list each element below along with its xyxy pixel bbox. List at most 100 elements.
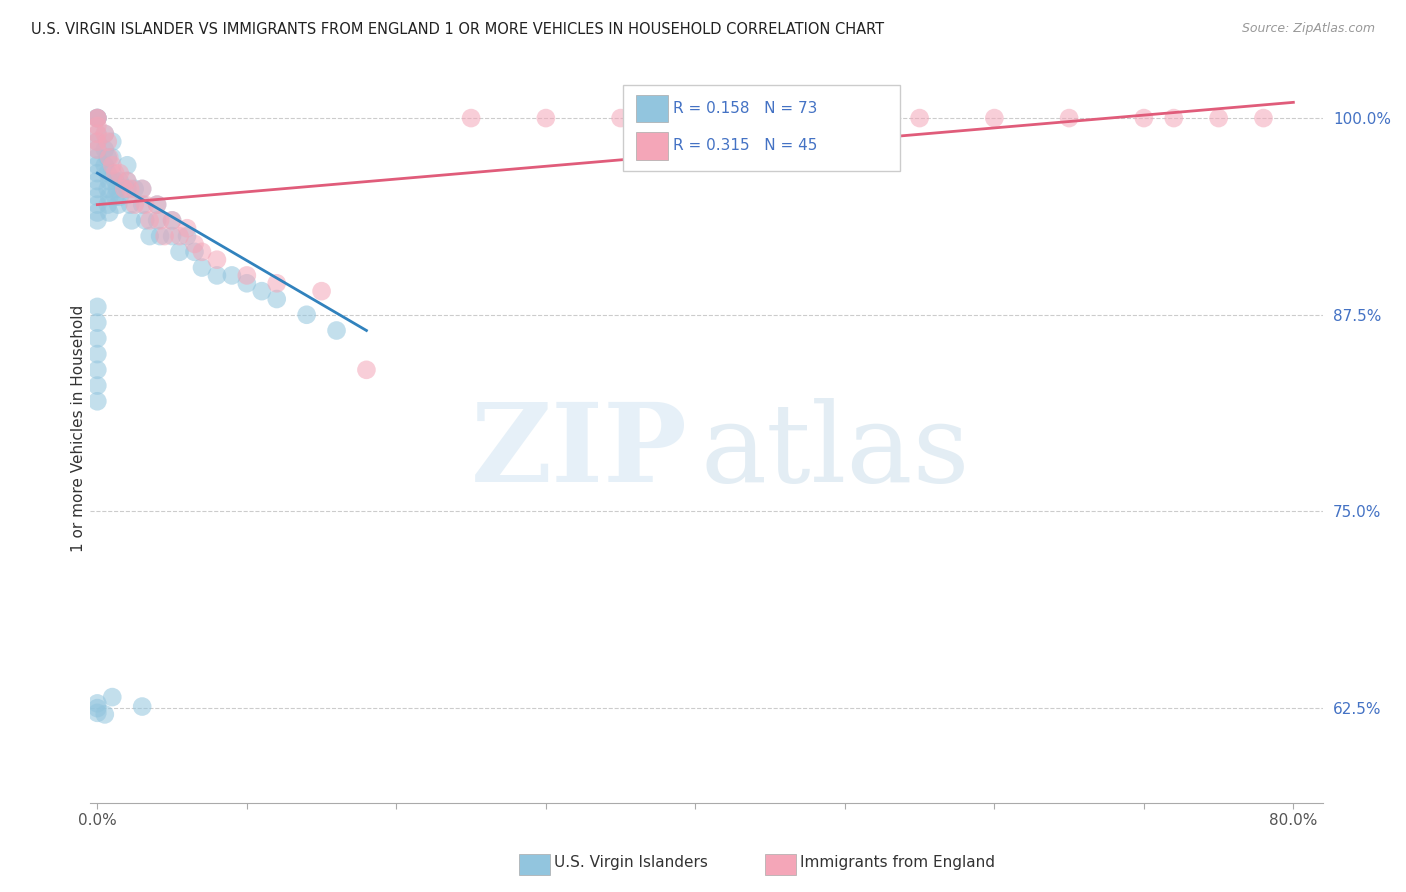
Point [101,150,124,164]
Point [86,182,108,196]
Point [108,190,131,204]
Point [250,284,273,298]
Point [98,150,121,164]
Point [134,197,156,211]
Point [1253,111,1275,125]
Point [356,363,378,377]
Point [101,135,124,149]
Point [97,135,120,149]
Point [86,706,108,720]
Point [101,158,124,172]
FancyBboxPatch shape [623,85,900,171]
Text: Source: ZipAtlas.com: Source: ZipAtlas.com [1241,22,1375,36]
Point [236,277,259,291]
Point [86,174,108,188]
Point [1163,111,1185,125]
Point [149,213,172,227]
Point [169,229,191,244]
Text: U.S. Virgin Islanders: U.S. Virgin Islanders [554,855,707,870]
Point [121,213,143,227]
Point [107,197,129,211]
Point [86,316,108,330]
Text: atlas: atlas [700,398,970,505]
Point [86,701,108,715]
Point [120,182,142,196]
Point [131,182,153,196]
Point [759,111,782,125]
FancyBboxPatch shape [637,95,668,122]
Point [97,150,120,164]
Point [97,166,120,180]
Point [908,111,931,125]
Point [534,111,557,125]
Point [86,111,108,125]
Point [108,174,131,188]
Point [86,205,108,219]
Point [86,135,108,149]
Point [86,300,108,314]
Point [124,182,146,196]
Point [176,229,198,244]
Point [146,197,169,211]
Point [120,197,142,211]
Point [1133,111,1156,125]
Text: U.S. VIRGIN ISLANDER VS IMMIGRANTS FROM ENGLAND 1 OR MORE VEHICLES IN HOUSEHOLD : U.S. VIRGIN ISLANDER VS IMMIGRANTS FROM … [31,22,884,37]
Point [97,182,120,196]
Point [153,229,176,244]
Point [94,127,117,141]
Point [86,127,108,141]
Point [115,174,138,188]
Point [983,111,1005,125]
Point [311,284,333,298]
Point [191,260,214,275]
Point [86,150,108,164]
Point [86,363,108,377]
Text: R = 0.315   N = 45: R = 0.315 N = 45 [673,138,818,153]
Point [105,182,128,196]
Point [86,135,108,149]
Point [160,213,183,227]
Point [98,174,121,188]
Point [94,127,117,141]
Point [86,378,108,392]
Point [266,277,288,291]
Point [86,111,108,125]
Point [94,158,117,172]
Point [176,221,198,235]
Text: ZIP: ZIP [471,398,688,505]
Text: R = 0.158   N = 73: R = 0.158 N = 73 [673,101,818,116]
Point [205,268,228,283]
Point [325,324,347,338]
Point [609,111,631,125]
Point [266,292,288,306]
Point [86,190,108,204]
Point [94,143,117,157]
Point [183,244,205,259]
Point [86,166,108,180]
Point [86,697,108,711]
Point [685,111,707,125]
Point [236,268,259,283]
Point [834,111,856,125]
Point [134,213,156,227]
Point [183,236,205,251]
Point [104,174,127,188]
Point [86,143,108,157]
Point [191,244,214,259]
Point [98,190,121,204]
Point [146,213,169,227]
Point [1057,111,1080,125]
Point [86,331,108,345]
Point [86,111,108,125]
Point [86,347,108,361]
Point [86,143,108,157]
Point [169,244,191,259]
Point [101,166,124,180]
Point [86,111,108,125]
Y-axis label: 1 or more Vehicles in Household: 1 or more Vehicles in Household [72,305,86,552]
Point [108,166,131,180]
Point [86,197,108,211]
Point [131,182,153,196]
Point [115,174,138,188]
Point [205,252,228,267]
